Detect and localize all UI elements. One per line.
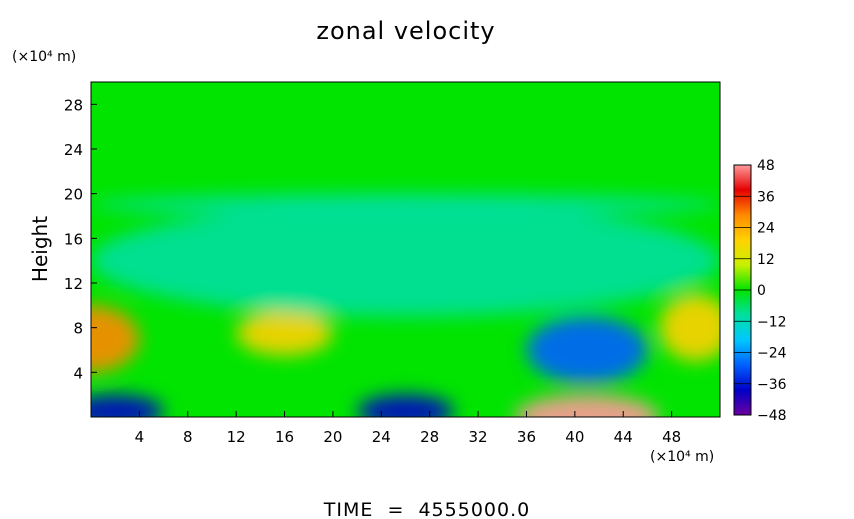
y-tick-label: 24 xyxy=(64,141,83,159)
colorbar-tick-label: 0 xyxy=(757,283,766,299)
y-tick-label: 20 xyxy=(64,186,83,204)
time-footer: TIME = 4555000.0 xyxy=(323,499,530,519)
y-unit-label: (×10⁴ m) xyxy=(12,49,76,65)
colorbar-ticks: 48 36 24 12 0 −12 −24 −36 −48 xyxy=(734,158,787,424)
y-tick-label: 4 xyxy=(73,364,83,382)
heatmap-blob xyxy=(659,294,720,362)
heatmap-blob xyxy=(91,204,720,317)
y-tick-label: 28 xyxy=(64,96,83,114)
y-axis-label: Height xyxy=(28,216,52,282)
x-tick-label: 48 xyxy=(662,428,681,446)
x-tick-label: 40 xyxy=(565,428,584,446)
colorbar-tick-label: −24 xyxy=(757,346,787,362)
x-unit-label: (×10⁴ m) xyxy=(650,449,714,465)
heatmap-blob xyxy=(91,193,720,216)
x-tick-label: 8 xyxy=(183,428,193,446)
colorbar-tick-label: −48 xyxy=(757,408,787,424)
heatmap-blob xyxy=(526,316,648,384)
x-tick-label: 20 xyxy=(323,428,342,446)
heatmap-blob xyxy=(91,394,164,417)
colorbar-tick-label: 48 xyxy=(757,158,775,174)
x-tick-label: 36 xyxy=(517,428,536,446)
x-tick-label: 28 xyxy=(420,428,439,446)
y-tick-label: 16 xyxy=(64,230,83,248)
colorbar-tick-label: 36 xyxy=(757,189,775,205)
colorbar-tick-label: 24 xyxy=(757,221,775,237)
chart-title: zonal velocity xyxy=(316,17,495,45)
x-tick-label: 16 xyxy=(275,428,294,446)
heatmap-blob xyxy=(357,394,454,417)
x-tick-label: 44 xyxy=(614,428,633,446)
y-axis: 4 8 12 16 20 24 28 xyxy=(64,96,97,382)
x-tick-label: 12 xyxy=(227,428,246,446)
x-tick-label: 4 xyxy=(135,428,145,446)
colorbar-tick-label: −36 xyxy=(757,377,787,393)
colorbar-tick-label: 12 xyxy=(757,252,775,268)
heatmap-blob xyxy=(236,310,333,356)
x-axis: 4 8 12 16 20 24 28 32 36 40 44 48 xyxy=(135,411,681,446)
colorbar-tick-label: −12 xyxy=(757,314,787,330)
y-tick-label: 12 xyxy=(64,275,83,293)
heatmap-field xyxy=(91,82,720,417)
heatmap-blob xyxy=(91,305,140,373)
y-tick-label: 8 xyxy=(73,320,83,338)
x-tick-label: 32 xyxy=(469,428,488,446)
x-tick-label: 24 xyxy=(372,428,391,446)
plot-frame xyxy=(90,81,721,418)
